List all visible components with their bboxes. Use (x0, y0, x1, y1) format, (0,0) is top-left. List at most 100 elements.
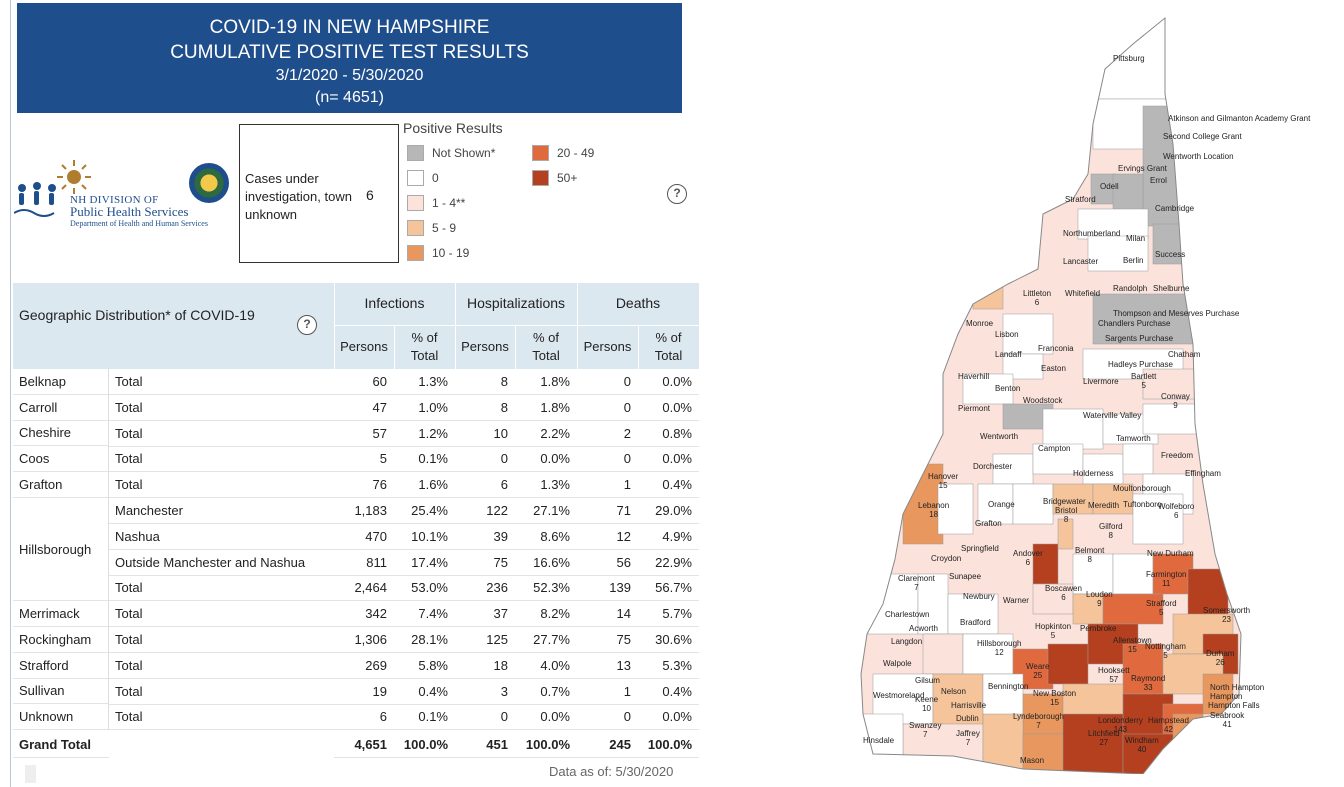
town-shape[interactable] (1152, 553, 1194, 595)
state-outline (860, 16, 1242, 775)
table-row: Total 57 1.2% 10 2.2% 2 0.8% (13, 421, 699, 447)
town-shape[interactable] (972, 278, 1004, 310)
legend-swatch (407, 145, 424, 161)
nh-town-map[interactable]: Pittsburg Atkinson and Gilmanton Academy … (843, 14, 1310, 775)
town-shape[interactable] (1022, 733, 1064, 774)
town-shape[interactable] (1072, 593, 1104, 625)
town-shape[interactable] (1057, 518, 1074, 550)
town-shape[interactable] (1132, 493, 1184, 545)
subregion-cell: Total (109, 679, 334, 705)
town-label: Springfield (961, 544, 999, 553)
town-name: Conway (1161, 392, 1190, 401)
value-cell: 30.6% (638, 627, 699, 653)
value-cell: 811 (334, 550, 394, 576)
value-cell: 5.3% (638, 653, 699, 679)
town-shape[interactable] (1142, 403, 1204, 435)
town-shape[interactable] (1087, 235, 1149, 272)
town-shape[interactable] (1072, 553, 1114, 595)
town-shape[interactable] (962, 633, 1014, 675)
value-cell: 470 (334, 524, 394, 550)
town-shape[interactable] (947, 593, 999, 635)
town-label: Wentworth (980, 432, 1018, 441)
town-shape[interactable] (1112, 173, 1144, 215)
town-name: Wentworth Location (1163, 152, 1234, 161)
town-value: 8 (1108, 531, 1113, 540)
town-name: Loudon (1086, 590, 1113, 599)
town-name: Monroe (966, 319, 994, 328)
town-shape[interactable] (922, 633, 964, 675)
town-name: Acworth (909, 624, 938, 633)
town-name: Sargents Purchase (1105, 334, 1174, 343)
town-shape[interactable] (1092, 293, 1194, 345)
town-label: Stratford (1065, 195, 1096, 204)
town-label: Acworth (909, 624, 938, 633)
town-shape[interactable] (1092, 483, 1134, 515)
town-shape[interactable] (1032, 583, 1074, 615)
town-shape[interactable] (1082, 14, 1243, 100)
town-shape[interactable] (1062, 713, 1124, 774)
town-shape[interactable] (1032, 443, 1084, 475)
town-label: Keene 10 (915, 695, 938, 713)
town-shape[interactable] (992, 453, 1034, 485)
town-name: Tamworth (1116, 434, 1151, 443)
town-shape[interactable] (917, 573, 949, 635)
cases-under-investigation-value: 6 (366, 187, 374, 203)
town-shape[interactable] (1022, 693, 1064, 735)
town-value: 33 (1143, 683, 1153, 692)
subregion-cell: Total (109, 395, 334, 421)
town-shape[interactable] (1122, 443, 1154, 475)
town-shape[interactable] (962, 373, 1014, 405)
value-cell: 100.0% (638, 732, 699, 759)
value-cell: 27.1% (515, 498, 577, 524)
town-name: Jaffrey (956, 729, 980, 738)
town-shape[interactable] (1082, 453, 1124, 485)
town-label: Freedom (1161, 451, 1193, 460)
map-legend: Positive Results Not Shown* 0 1 - 4** 5 … (403, 120, 703, 270)
header-divider (394, 325, 395, 369)
scroll-handle[interactable] (25, 765, 36, 783)
subregion-cell: Manchester (109, 498, 334, 524)
town-value: 23 (1222, 615, 1232, 624)
town-shape[interactable] (1090, 173, 1117, 205)
title-line-2: CUMULATIVE POSITIVE TEST RESULTS (170, 42, 529, 63)
value-cell: 16.6% (515, 550, 577, 576)
value-cell: 0.1% (394, 704, 455, 731)
town-value: 8 (1087, 555, 1092, 564)
town-shape[interactable] (1112, 553, 1154, 595)
town-shape[interactable] (1142, 368, 1199, 400)
town-shape[interactable] (1047, 643, 1089, 685)
town-shape[interactable] (1077, 208, 1149, 240)
subregion-cell: Total (109, 575, 334, 602)
town-label: Dorchester (973, 462, 1012, 471)
town-name: Boscawen (1045, 584, 1082, 593)
town-value: 6 (1025, 558, 1031, 567)
value-cell: 8.2% (515, 601, 577, 628)
town-label: Bridgewater (1043, 497, 1086, 506)
subregion-cell: Total (109, 601, 334, 628)
town-name: Newbury (963, 592, 995, 601)
town-name: Hooksett (1098, 666, 1130, 675)
county-cell: Merrimack (13, 601, 109, 627)
header-divider (334, 283, 335, 369)
legend-help-icon[interactable]: ? (667, 184, 687, 204)
county-cell: Strafford (13, 652, 109, 679)
town-label: Gilford 8 (1099, 522, 1123, 540)
town-shape[interactable] (1102, 593, 1164, 625)
town-shape[interactable] (937, 483, 974, 535)
town-shape[interactable] (1012, 483, 1054, 525)
value-cell: 13 (577, 653, 638, 679)
town-name: Litchfield (1088, 729, 1120, 738)
town-value: 42 (1164, 725, 1173, 734)
town-shape[interactable] (977, 483, 1014, 525)
town-shape[interactable] (1052, 483, 1094, 515)
value-cell: 0 (577, 395, 638, 421)
table-help-icon[interactable]: ? (297, 315, 317, 335)
town-shape[interactable] (1042, 408, 1104, 450)
value-cell: 76 (334, 472, 394, 499)
town-label: Conway 9 (1161, 392, 1190, 410)
header-deaths: Deaths (615, 295, 661, 311)
town-shape[interactable] (1122, 643, 1164, 695)
town-label: Bristol 8 (1055, 506, 1077, 524)
nh-map-svg[interactable] (843, 14, 1243, 775)
town-shape[interactable] (1032, 543, 1059, 585)
